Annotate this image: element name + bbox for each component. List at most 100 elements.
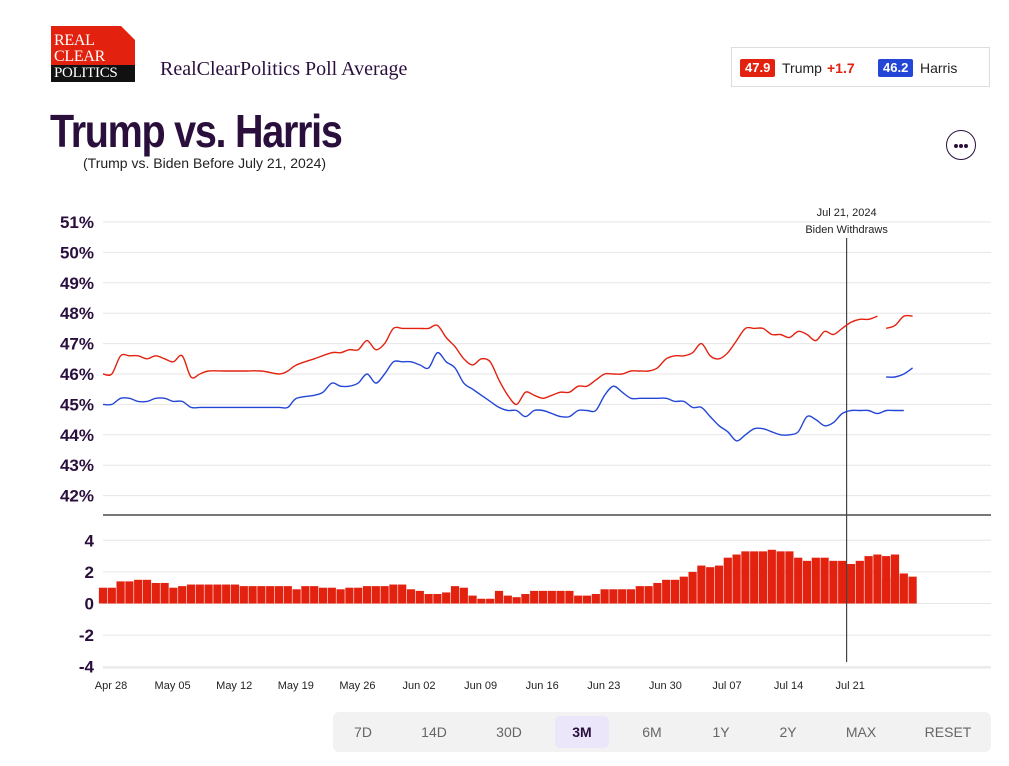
spread-bar xyxy=(494,590,504,604)
spread-bar xyxy=(512,597,521,604)
spread-bar xyxy=(732,554,741,604)
range-tab-max[interactable]: MAX xyxy=(845,724,877,740)
spread-bar xyxy=(521,594,530,604)
x-tick-label: May 19 xyxy=(278,680,314,692)
spread-bar xyxy=(829,560,838,604)
spread-bar xyxy=(644,586,653,604)
spread-bar xyxy=(530,590,539,604)
spread-bar xyxy=(565,590,574,604)
trump-delta: +1.7 xyxy=(827,60,855,76)
spread-bar xyxy=(908,576,917,604)
spread-bar xyxy=(679,576,688,604)
y-tick-label: 47% xyxy=(60,335,94,354)
spread-bar xyxy=(116,581,125,604)
spread-bar xyxy=(142,579,152,604)
spread-bar xyxy=(318,587,328,604)
chart-subtitle: (Trump vs. Biden Before July 21, 2024) xyxy=(83,155,327,171)
brand-title: RealClearPolitics Poll Average xyxy=(160,58,408,80)
trump-label: Trump xyxy=(782,60,822,76)
spread-bar xyxy=(802,560,812,604)
spread-bar xyxy=(609,589,618,604)
y-tick-label: 42% xyxy=(60,487,94,506)
current-values-legend: 47.9 Trump +1.7 46.2 Harris xyxy=(731,47,990,87)
spread-bar xyxy=(758,551,768,604)
x-tick-label: Jul 14 xyxy=(774,680,803,692)
chart-title: Trump vs. Harris xyxy=(50,105,343,157)
spread-bar xyxy=(178,586,187,604)
range-tab-7d[interactable]: 7D xyxy=(354,724,372,740)
range-tabs: 7D 14D 30D 3M 6M 1Y 2Y MAX RESET xyxy=(333,712,991,752)
spread-bar xyxy=(635,586,644,604)
more-dot-icon xyxy=(964,144,968,148)
spread-bar xyxy=(767,549,776,604)
y-tick-label: 46% xyxy=(60,365,94,384)
spread-bar xyxy=(556,590,565,604)
spread-bar xyxy=(785,551,794,604)
spread-bar xyxy=(274,586,284,604)
spread-tick-label: 0 xyxy=(85,595,94,614)
spread-bar xyxy=(230,584,240,604)
y-tick-label: 44% xyxy=(60,426,94,445)
spread-bar xyxy=(706,567,715,604)
spread-bar xyxy=(723,557,732,604)
spread-bar xyxy=(503,595,512,604)
spread-bar xyxy=(582,595,592,604)
x-tick-label: Jul 07 xyxy=(712,680,741,692)
x-tick-label: Jul 21 xyxy=(836,680,865,692)
range-tab-1y[interactable]: 1Y xyxy=(712,724,730,740)
spread-bar xyxy=(538,590,548,604)
range-tab-30d[interactable]: 30D xyxy=(496,724,522,740)
range-tab-2y[interactable]: 2Y xyxy=(779,724,797,740)
spread-bar xyxy=(310,586,319,604)
spread-bar xyxy=(354,587,363,604)
spread-bar xyxy=(433,594,442,604)
spread-tick-label: 2 xyxy=(85,563,94,582)
spread-bar xyxy=(442,592,451,604)
trump-value-badge: 47.9 xyxy=(740,59,776,77)
x-tick-label: Jun 23 xyxy=(587,680,620,692)
spread-bar xyxy=(406,589,416,604)
range-tab-14d[interactable]: 14D xyxy=(421,724,447,740)
spread-bar xyxy=(811,557,820,604)
annotation-text: Biden Withdraws xyxy=(805,224,888,236)
spread-bar xyxy=(864,556,873,604)
annotation-date: Jul 21, 2024 xyxy=(817,207,877,219)
x-tick-label: Apr 28 xyxy=(95,680,127,692)
x-tick-label: Jun 02 xyxy=(402,680,435,692)
spread-bar xyxy=(125,581,134,604)
spread-bar xyxy=(776,551,785,604)
spread-bar xyxy=(327,587,336,604)
spread-bar xyxy=(670,579,680,604)
harris-label: Harris xyxy=(920,60,958,76)
spread-bar xyxy=(292,589,301,604)
spread-bar xyxy=(890,576,900,604)
spread-tick-label: -2 xyxy=(79,626,94,645)
rcp-logo: REAL CLEAR POLITICS xyxy=(51,26,135,82)
spread-bar xyxy=(107,587,116,604)
series-line-trump xyxy=(102,315,878,406)
spread-bar xyxy=(398,584,407,604)
spread-bar xyxy=(257,586,266,604)
range-tab-6m[interactable]: 6M xyxy=(642,724,662,740)
spread-bar xyxy=(380,586,389,604)
spread-bar xyxy=(882,578,891,604)
spread-tick-label: 4 xyxy=(85,531,95,550)
range-tab-reset[interactable]: RESET xyxy=(924,724,972,740)
range-tab-3m[interactable]: 3M xyxy=(555,716,609,748)
spread-bar xyxy=(239,586,248,604)
spread-bar xyxy=(626,589,636,604)
more-options-button[interactable] xyxy=(946,130,976,160)
spread-bar xyxy=(477,598,486,604)
x-tick-label: May 12 xyxy=(216,680,252,692)
spread-bar xyxy=(600,589,609,604)
spread-bar xyxy=(134,579,143,604)
spread-bar xyxy=(855,560,864,604)
spread-bar xyxy=(213,584,222,604)
spread-bar xyxy=(459,587,468,604)
y-tick-label: 51% xyxy=(60,213,94,232)
spread-bar xyxy=(169,587,178,604)
spread-bar xyxy=(697,565,706,604)
logo-line-3: POLITICS xyxy=(51,65,135,82)
spread-bar xyxy=(741,551,750,604)
x-tick-label: May 26 xyxy=(339,680,375,692)
